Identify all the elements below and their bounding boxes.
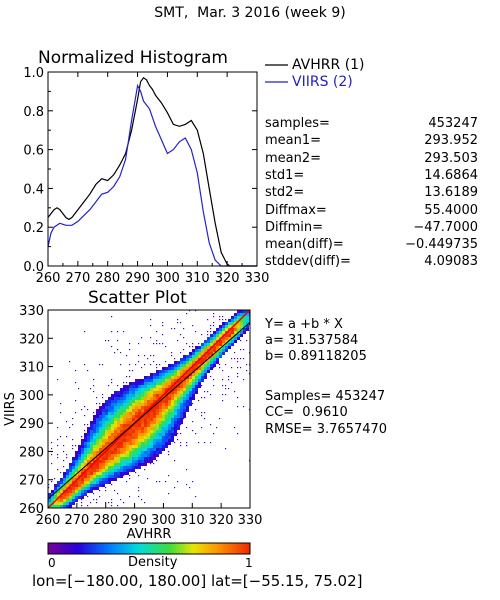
stat-value: 55.4000 <box>424 202 478 218</box>
scatter-title: Scatter Plot <box>88 288 187 308</box>
fit-b: b= 0.89118205 <box>265 349 367 364</box>
stat-name: stddev(diff)= <box>265 254 351 270</box>
colorbar-min-label: 0 <box>48 556 56 570</box>
stat-name: Diffmax= <box>265 202 327 218</box>
lon-lat-range: lon=[−180.00, 180.00] lat=[−55.15, 75.02… <box>32 572 363 590</box>
fit-rmse: RMSE= 3.7657470 <box>265 422 388 437</box>
scatter-x-tick-label: 330 <box>238 513 263 528</box>
histogram-x-tick-label: 290 <box>125 271 150 286</box>
fit-line <box>47 321 251 500</box>
scatter-y-tick-label: 270 <box>19 474 44 489</box>
histogram-x-tick-label: 330 <box>245 271 270 286</box>
stat-value: −0.449735 <box>405 237 478 253</box>
histogram-plot-frame <box>47 71 258 267</box>
scatter-x-tick-label: 270 <box>64 513 89 528</box>
scatter-y-tick-label: 310 <box>19 361 44 376</box>
stat-value: 13.6189 <box>424 185 478 201</box>
histogram-x-tick-label: 260 <box>36 271 61 286</box>
stat-value: 4.09083 <box>424 254 478 270</box>
histogram-x-tick-label: 300 <box>155 271 180 286</box>
histogram-x-tick-label: 270 <box>65 271 90 286</box>
histogram-series-1 <box>47 76 257 267</box>
scatter-x-axis-label: AVHRR <box>127 527 172 542</box>
stat-name: mean(diff)= <box>265 237 344 253</box>
scatter-y-axis-label: VIIRS <box>3 392 18 426</box>
scatter-plot-frame <box>47 309 251 509</box>
stat-value: 14.6864 <box>424 167 478 183</box>
stat-name: std1= <box>265 167 305 183</box>
histogram-y-tick-label: 1.0 <box>23 66 44 81</box>
scatter-y-tick-label: 300 <box>19 389 44 404</box>
stat-name: Diffmin= <box>265 219 323 235</box>
scatter-y-tick-label: 260 <box>19 502 44 517</box>
identity-line <box>47 309 251 509</box>
scatter-x-tick-label: 300 <box>151 513 176 528</box>
stat-name: samples= <box>265 116 330 131</box>
histogram-y-tick-label: 0.2 <box>23 221 44 236</box>
histogram-y-tick-label: 0.4 <box>23 182 44 197</box>
colorbar <box>47 542 251 555</box>
legend-viirs-label: VIIRS (2) <box>292 74 353 90</box>
scatter-x-tick-label: 310 <box>180 513 205 528</box>
page-title: SMT, Mar. 3 2016 (week 9) <box>154 5 346 21</box>
fit-samples: Samples= 453247 <box>265 389 386 404</box>
stat-value: 293.952 <box>424 133 478 149</box>
histogram-y-tick-label: 0.6 <box>23 144 44 159</box>
legend-avhrr-label: AVHRR (1) <box>292 57 365 73</box>
histogram-y-tick-label: 0.0 <box>23 260 44 275</box>
scatter-y-tick-label: 280 <box>19 445 44 460</box>
scatter-x-tick-label: 260 <box>36 513 61 528</box>
scatter-x-tick-label: 320 <box>209 513 234 528</box>
stat-name: mean2= <box>265 150 322 166</box>
fit-a: a= 31.537584 <box>265 333 359 348</box>
scatter-y-tick-label: 330 <box>19 304 44 319</box>
fit-cc: CC= 0.9610 <box>265 405 348 420</box>
stat-value: 453247 <box>428 116 478 131</box>
scatter-y-tick-label: 290 <box>19 417 44 432</box>
stat-name: std2= <box>265 185 305 201</box>
histogram-x-tick-label: 320 <box>215 271 240 286</box>
histogram-series-2 <box>47 83 257 267</box>
histogram-x-tick-label: 280 <box>95 271 120 286</box>
histogram-title: Normalized Histogram <box>38 48 228 68</box>
stat-value: 293.503 <box>424 150 478 166</box>
colorbar-max-label: 1 <box>245 556 253 570</box>
scatter-x-tick-label: 280 <box>93 513 118 528</box>
stat-name: mean1= <box>265 133 322 149</box>
histogram-y-tick-label: 0.8 <box>23 105 44 120</box>
colorbar-label: Density <box>128 555 178 570</box>
fit-equation: Y= a +b * X <box>265 317 343 332</box>
histogram-x-tick-label: 310 <box>185 271 210 286</box>
scatter-x-tick-label: 290 <box>122 513 147 528</box>
stat-value: −47.7000 <box>413 219 478 235</box>
scatter-y-tick-label: 320 <box>19 332 44 347</box>
